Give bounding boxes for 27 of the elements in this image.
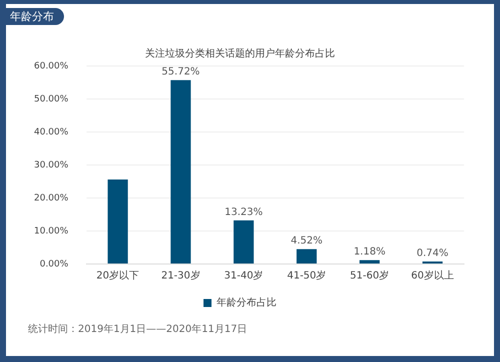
data-label: 0.74% [416,248,448,260]
y-tick-label: 20.00% [34,193,69,204]
legend-label: 年龄分布占比 [216,296,276,309]
x-tick-label: 31-40岁 [224,270,264,282]
text: 统计时间：2019年1月1日——2020年11月17日 [28,322,248,336]
y-tick-label: 60.00% [34,61,69,72]
y-tick-label: 10.00% [34,226,69,236]
data-label: 55.72% [162,66,200,78]
y-tick-label: 40.00% [34,127,69,138]
bar [108,180,128,264]
x-tick-label: 20岁以下 [96,270,140,282]
x-tick-label: 60岁以上 [411,270,454,282]
data-label: 13.23% [224,206,263,218]
x-tick-label: 51-60岁 [350,270,390,282]
y-tick-label: 50.00% [34,94,69,104]
x-tick-label: 41-50岁 [287,270,326,282]
bar [170,80,191,264]
y-tick-label: 30.00% [34,160,69,170]
bar [360,260,380,264]
bar [234,220,254,264]
data-label: 4.52% [290,236,323,247]
y-tick-label: 0.00% [40,259,69,270]
chart-title: 年龄分布 [6,8,64,25]
data-label: 1.18% [354,246,386,258]
x-tick-label: 21-30岁 [161,270,200,282]
chart-subtitle: 关注垃圾分类相关话题的用户年龄分布占比 [145,48,335,60]
bar [296,249,317,264]
